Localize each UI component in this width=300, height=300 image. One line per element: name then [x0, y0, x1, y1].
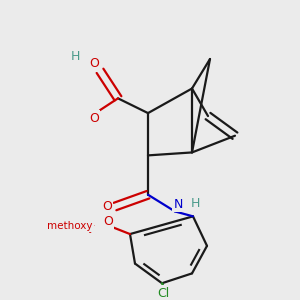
- Text: O: O: [103, 215, 113, 228]
- Text: O: O: [89, 112, 99, 124]
- Text: Cl: Cl: [157, 286, 169, 300]
- Text: O: O: [102, 200, 112, 213]
- Text: O: O: [89, 57, 99, 70]
- Text: N: N: [173, 198, 183, 211]
- Text: methoxy: methoxy: [47, 221, 93, 231]
- Text: methoxy: methoxy: [46, 223, 94, 233]
- Text: H: H: [70, 50, 80, 63]
- Text: H: H: [190, 197, 200, 210]
